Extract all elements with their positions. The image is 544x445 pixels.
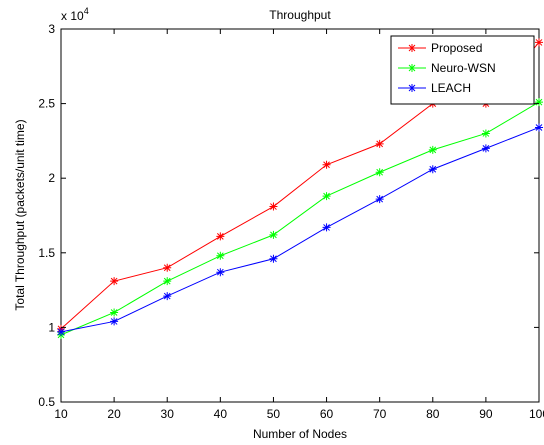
data-point-neuro-wsn	[375, 168, 384, 177]
legend-marker-neuro-wsn	[408, 64, 416, 72]
y-axis-multiplier-exponent: 4	[84, 6, 89, 16]
series-line-leach	[60, 127, 540, 333]
y-tick-label: 2	[48, 171, 55, 185]
y-tick-label: 1	[48, 320, 55, 334]
y-axis-ticks: 0.5 1 1.5 2 2.5 3	[38, 22, 539, 409]
data-point-leach	[535, 123, 543, 132]
data-point-leach	[481, 144, 490, 153]
data-point-leach	[428, 165, 437, 174]
y-tick-label: 2.5	[38, 97, 55, 111]
data-point-leach	[163, 292, 172, 301]
legend-label-leach: LEACH	[431, 81, 471, 95]
data-point-leach	[216, 268, 225, 277]
x-tick-label: 80	[426, 407, 440, 421]
x-tick-label: 20	[107, 407, 121, 421]
data-point-neuro-wsn	[428, 145, 437, 154]
data-point-proposed	[110, 277, 119, 286]
y-axis-label: Total Throughput (packets/unit time)	[13, 119, 27, 310]
data-point-proposed	[535, 38, 543, 47]
data-point-neuro-wsn	[163, 277, 172, 286]
data-point-proposed	[269, 202, 278, 211]
x-tick-label: 50	[267, 407, 281, 421]
y-tick-label: 3	[48, 22, 55, 36]
x-tick-label: 90	[479, 407, 493, 421]
legend: Proposed Neuro-WSN LEACH	[390, 35, 535, 105]
data-point-leach	[110, 317, 119, 326]
data-point-leach	[269, 254, 278, 263]
data-point-proposed	[375, 139, 384, 148]
data-point-neuro-wsn	[216, 251, 225, 260]
x-tick-label: 100	[529, 407, 544, 421]
data-point-neuro-wsn	[269, 230, 278, 239]
series-line-neuro-wsn	[60, 101, 540, 336]
legend-label-proposed: Proposed	[431, 41, 482, 55]
x-tick-label: 60	[320, 407, 334, 421]
legend-box	[390, 35, 535, 105]
x-axis-label: Number of Nodes	[253, 427, 347, 441]
data-point-proposed	[163, 263, 172, 272]
chart-title: Throughput	[269, 8, 331, 22]
data-point-neuro-wsn	[322, 192, 331, 201]
y-tick-label: 0.5	[38, 395, 55, 409]
data-point-neuro-wsn	[535, 98, 543, 107]
legend-marker-leach	[408, 84, 416, 92]
data-point-proposed	[216, 232, 225, 241]
x-axis-ticks: 10 20 30 40 50 60 70 80 90 100	[54, 29, 544, 421]
y-axis-multiplier-base: x 10	[61, 9, 84, 23]
data-point-leach	[57, 327, 65, 336]
y-tick-label: 1.5	[38, 246, 55, 260]
data-point-neuro-wsn	[481, 129, 490, 138]
data-point-leach	[375, 195, 384, 204]
legend-marker-proposed	[408, 44, 416, 52]
x-tick-label: 30	[161, 407, 175, 421]
x-tick-label: 10	[54, 407, 68, 421]
data-point-leach	[322, 223, 331, 232]
x-tick-label: 70	[373, 407, 387, 421]
data-point-neuro-wsn	[110, 308, 119, 317]
x-tick-label: 40	[214, 407, 228, 421]
y-axis-multiplier: x 104	[61, 6, 89, 23]
data-point-proposed	[322, 160, 331, 169]
legend-label-neuro-wsn: Neuro-WSN	[431, 61, 496, 75]
